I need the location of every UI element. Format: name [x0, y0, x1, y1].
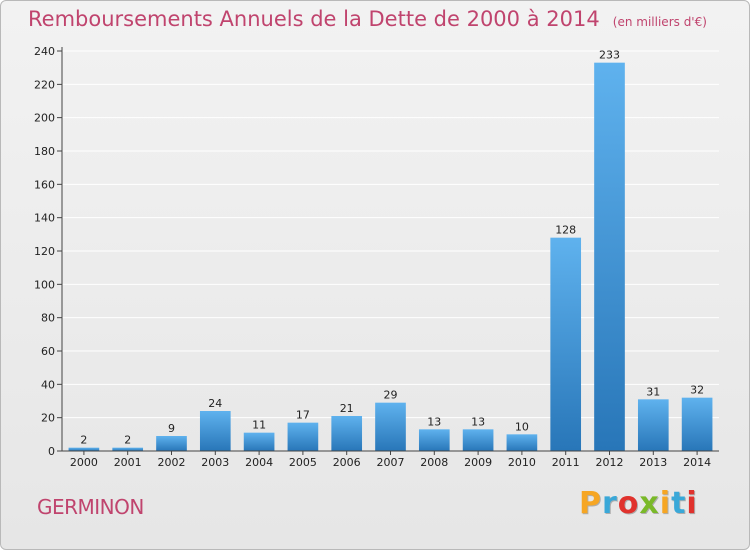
y-tick-label: 120: [34, 245, 55, 258]
brand-letter: o: [617, 486, 640, 521]
x-tick-label: 2002: [158, 456, 186, 469]
y-tick-label: 20: [41, 412, 55, 425]
y-tick-label: 80: [41, 312, 55, 325]
bar-value-label: 13: [471, 415, 485, 428]
bar: [506, 434, 538, 451]
y-tick-label: 160: [34, 178, 55, 191]
bar-value-label: 31: [646, 385, 660, 398]
x-tick-label: 2009: [464, 456, 492, 469]
bar-value-label: 9: [168, 422, 175, 435]
brand-letter: i: [659, 486, 672, 521]
bar-value-label: 11: [252, 419, 266, 432]
bar-value-label: 10: [515, 420, 529, 433]
bar: [375, 402, 406, 451]
brand-letter: i: [686, 486, 698, 521]
bar: [287, 422, 319, 451]
bar: [331, 416, 363, 451]
bar-value-label: 233: [599, 49, 620, 62]
title-block: Remboursements Annuels de la Dette de 20…: [28, 7, 707, 31]
x-tick-label: 2011: [552, 456, 580, 469]
x-tick-label: 2012: [596, 456, 624, 469]
bar: [594, 62, 625, 452]
bar: [681, 397, 713, 451]
bar: [462, 429, 494, 451]
y-tick-label: 200: [34, 112, 55, 125]
y-tick-label: 60: [41, 345, 55, 358]
bar: [637, 399, 669, 451]
x-tick-label: 2003: [201, 456, 229, 469]
bar: [418, 429, 450, 451]
brand-letter: r: [602, 486, 618, 521]
y-tick-label: 140: [34, 212, 55, 225]
y-tick-label: 0: [48, 445, 55, 458]
commune-name: GERMINON: [37, 495, 144, 519]
bar-value-label: 2: [80, 434, 87, 447]
x-tick-label: 2014: [683, 456, 711, 469]
y-tick-label: 240: [34, 45, 55, 58]
x-tick-label: 2008: [420, 456, 448, 469]
bar: [68, 447, 100, 451]
y-tick-label: 100: [34, 278, 55, 291]
bar-value-label: 21: [340, 402, 354, 415]
x-tick-label: 2007: [377, 456, 405, 469]
bar: [550, 237, 582, 451]
bar-value-label: 29: [384, 389, 398, 402]
x-tick-label: 2004: [245, 456, 273, 469]
bar: [112, 447, 144, 451]
chart-title: Remboursements Annuels de la Dette de 20…: [28, 7, 600, 31]
y-tick-label: 180: [34, 145, 55, 158]
x-tick-label: 2013: [639, 456, 667, 469]
bar: [243, 432, 275, 451]
brand-letter: P: [579, 486, 602, 521]
x-tick-label: 2000: [70, 456, 98, 469]
x-tick-label: 2001: [114, 456, 142, 469]
x-tick-label: 2005: [289, 456, 317, 469]
bar-value-label: 128: [555, 224, 576, 237]
bar-value-label: 13: [427, 415, 441, 428]
bar: [199, 411, 231, 451]
bar-value-label: 17: [296, 409, 310, 422]
x-tick-label: 2010: [508, 456, 536, 469]
bar-value-label: 32: [690, 384, 704, 397]
chart-unit: (en milliers d'€): [612, 15, 707, 29]
brand-logo: Proxiti: [579, 486, 698, 521]
y-tick-label: 40: [41, 378, 55, 391]
bar-value-label: 24: [208, 397, 222, 410]
bar: [156, 436, 187, 451]
x-tick-label: 2006: [333, 456, 361, 469]
y-tick-label: 220: [34, 78, 55, 91]
brand-letter: x: [639, 486, 660, 521]
bar-value-label: 2: [124, 434, 131, 447]
brand-letter: t: [671, 486, 687, 521]
